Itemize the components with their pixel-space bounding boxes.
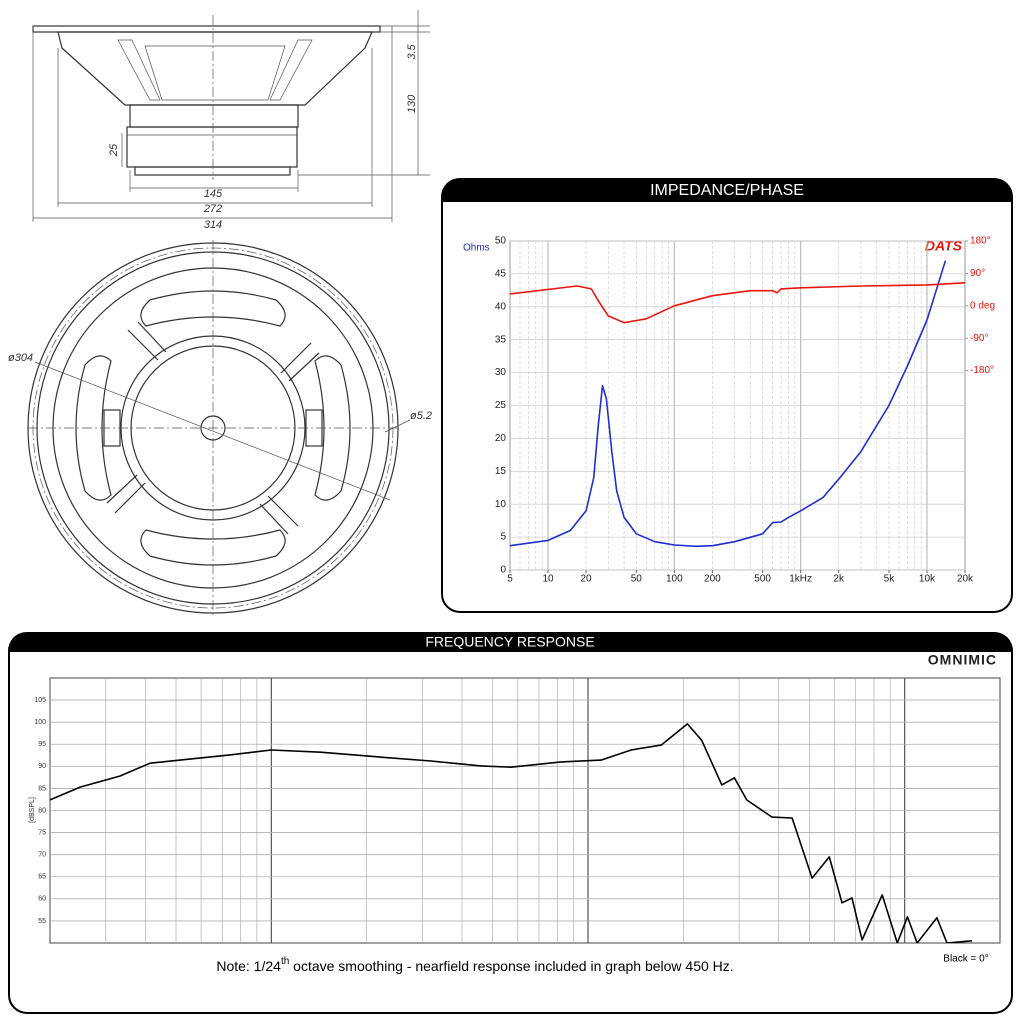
x-tick-label: 50 [631,574,643,585]
x-tick-label: 200 [704,574,721,585]
y-tick-label: 40 [495,301,507,312]
y-tick-label: 45 [495,269,507,280]
x-tick-label: 1kHz [789,574,812,585]
y-tick-label: 95 [38,741,46,748]
chart-title: IMPEDANCE/PHASE [650,182,804,199]
x-tick-label: 5 [507,574,513,585]
x-tick-label: 500 [754,574,771,585]
y-axis-label: [dBSPL] [29,797,36,823]
y-tick-label: 75 [38,829,46,836]
y2-tick-label: -180° [970,365,994,376]
y-tick-label: 0 [500,565,506,576]
y-tick-label: 70 [38,852,46,859]
dimension-label: ø5.2 [410,410,432,422]
speaker-side-view: 3.5 130 25 145 272 314 [32,10,430,231]
y-tick-label: 60 [38,896,46,903]
y-axis-label: Ohms [463,243,490,254]
y2-tick-label: -90° [970,333,988,344]
y-tick-label: 20 [495,433,507,444]
dimension-label: 3.5 [406,43,418,59]
dimension-label: 314 [204,219,222,231]
y-tick-label: 105 [34,697,46,704]
dimension-label: 25 [108,143,120,157]
annotation: Black = 0° [943,954,988,965]
y-tick-label: 10 [495,499,507,510]
data-line [510,260,947,548]
y-tick-label: 65 [38,874,46,881]
y-tick-label: 35 [495,334,507,345]
panel-header [442,179,1012,202]
logo: OMNIMIC [928,652,997,668]
x-tick-label: 10k [919,574,936,585]
y2-tick-label: 180° [970,236,991,247]
x-tick-label: 10 [542,574,554,585]
chart-title: FREQUENCY RESPONSE [425,634,594,650]
dimension-label: 272 [203,203,222,215]
dimension-label: ø304 [8,352,33,364]
logo: DATS [925,238,963,254]
note-text: Note: 1/24 [216,958,281,974]
y-tick-label: 50 [495,236,507,247]
speaker-front-view: ø304 ø5.2 [8,240,432,615]
data-line [510,282,965,324]
y-tick-label: 5 [500,532,506,543]
note-superscript: th [281,956,289,967]
y2-tick-label: 90° [970,268,985,279]
y-tick-label: 30 [495,367,507,378]
note-text: octave smoothing - nearfield response in… [289,958,733,974]
x-tick-label: 20 [580,574,592,585]
x-tick-label: 20k [957,574,974,585]
y-tick-label: 85 [38,785,46,792]
x-tick-label: 100 [666,574,683,585]
dimension-label: 145 [204,188,223,200]
dimension-label: 130 [406,94,418,113]
frequency-response-chart: 55 60 65 70 75 80 85 90 95 100 105 [34,678,1000,943]
y-tick-label: 100 [34,719,46,726]
note: Note: 1/24th octave smoothing - nearfiel… [216,956,733,974]
panel-header [9,633,1012,652]
data-line [50,723,972,943]
y-tick-label: 25 [495,400,507,411]
x-tick-label: 2k [833,574,845,585]
x-tick-label: 5k [884,574,896,585]
y-tick-label: 90 [38,763,46,770]
y2-tick-label: 0 deg [970,300,995,311]
y-tick-label: 15 [495,466,507,477]
y-tick-label: 80 [38,807,46,814]
y-tick-label: 55 [38,918,46,925]
